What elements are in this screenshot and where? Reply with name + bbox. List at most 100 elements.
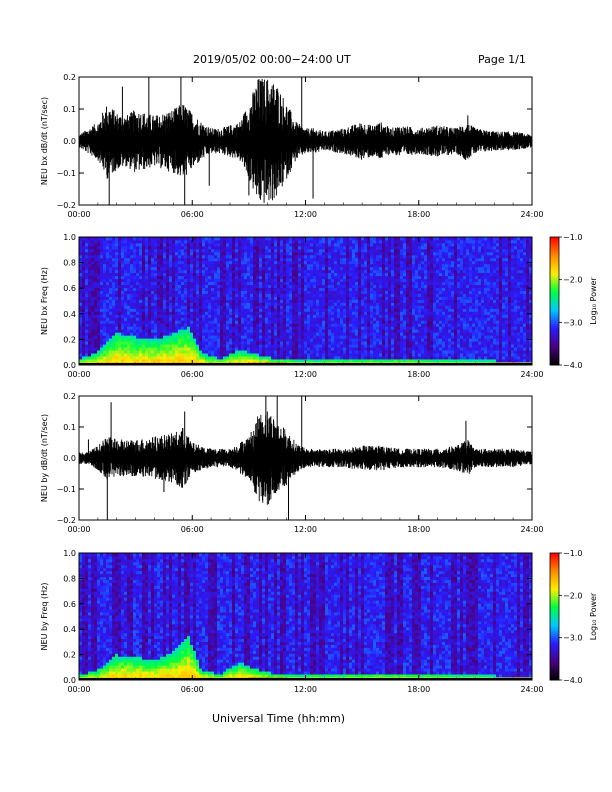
- bx-spec-cell: [88, 329, 92, 333]
- bx-spec-cell: [325, 299, 329, 303]
- bx-spec-cell: [160, 275, 164, 280]
- bx-spec-cell: [121, 311, 125, 315]
- bx-spec-cell: [313, 284, 317, 289]
- bx-spec-cell: [397, 287, 401, 291]
- bx-spec-cell: [148, 299, 152, 303]
- bx-spec-cell: [229, 341, 233, 345]
- bx-spec-cell: [289, 287, 293, 291]
- bx-spec-cell: [313, 260, 317, 265]
- bx-spec-cell: [370, 326, 374, 330]
- bx-spec-cell: [232, 332, 236, 336]
- bx-spec-cell: [286, 329, 290, 333]
- bx-spec-cell: [262, 314, 266, 318]
- bx-spec-cell: [343, 245, 347, 250]
- bx-spec-cell: [412, 266, 416, 271]
- bx-spec-cell: [331, 278, 335, 283]
- bx-spec-cell: [325, 266, 329, 271]
- bx-spec-cell: [328, 347, 332, 351]
- bx-spec-cell: [160, 344, 164, 348]
- bx-spec-cell: [244, 341, 248, 345]
- bx-spec-cell: [415, 287, 419, 291]
- bx-spec-cell: [382, 260, 386, 265]
- bx-spec-cell: [94, 269, 98, 274]
- bx-spec-cell: [124, 356, 128, 360]
- bx-spec-cell: [151, 311, 155, 315]
- bx-spec-cell: [271, 326, 275, 330]
- bx-spec-cell: [112, 248, 116, 253]
- bx-spec-cell: [238, 329, 242, 333]
- bx-spec-cell: [385, 293, 389, 297]
- bx-spec-cell: [376, 308, 380, 312]
- bx-spec-cell: [418, 281, 422, 286]
- bx-spec-cell: [265, 263, 269, 268]
- bx-spec-cell: [283, 302, 287, 306]
- bx-spec-cell: [391, 329, 395, 333]
- bx-spec-cell: [247, 338, 251, 342]
- bx-spec-cell: [91, 359, 95, 363]
- bx-spec-cell: [316, 299, 320, 303]
- bx-spec-cell: [418, 290, 422, 294]
- bx-spec-cell: [382, 314, 386, 318]
- bx-spec-cell: [229, 335, 233, 339]
- bx-spec-cell: [373, 296, 377, 300]
- bx-spec-cell: [172, 308, 176, 312]
- bx-spec-cell: [136, 359, 140, 363]
- bx-spec-cell: [391, 299, 395, 303]
- bx-spec-cell: [334, 323, 338, 327]
- bx-spec-cell: [265, 308, 269, 312]
- bx-spec-cell: [106, 359, 110, 363]
- bx-spec-cell: [391, 254, 395, 259]
- bx-spec-cell: [166, 350, 170, 354]
- bx-spec-cell: [97, 302, 101, 306]
- bx-spec-cell: [307, 269, 311, 274]
- bx-spec-cell: [115, 359, 119, 363]
- bx-spec-cell: [175, 338, 179, 342]
- bx-spec-cell: [412, 329, 416, 333]
- bx-spec-cell: [85, 284, 89, 289]
- bx-spec-cell: [160, 260, 164, 265]
- bx-spec-cell: [184, 332, 188, 336]
- bx-spec-cell: [364, 278, 368, 283]
- bx-spec-cell: [409, 263, 413, 268]
- bx-spec-cell: [136, 356, 140, 360]
- bx-spec-cell: [79, 308, 83, 312]
- bx-spec-cell: [145, 278, 149, 283]
- bx-spec-cell: [364, 344, 368, 348]
- bx-spec-cell: [160, 326, 164, 330]
- bx-spec-cell: [277, 341, 281, 345]
- bx-spec-cell: [148, 347, 152, 351]
- bx-spec-cell: [310, 248, 314, 253]
- bx-spec-cell: [112, 287, 116, 291]
- bx-spec-cell: [331, 347, 335, 351]
- bx-spec-cell: [88, 269, 92, 274]
- bx-spec-cell: [151, 293, 155, 297]
- bx-spec-cell: [133, 356, 137, 360]
- bx-spec-cell: [418, 335, 422, 339]
- bx-spec-cell: [286, 269, 290, 274]
- bx-spec-cell: [322, 278, 326, 283]
- bx-spec-cell: [304, 296, 308, 300]
- bx-spec-cell: [79, 314, 83, 318]
- bx-spec-cell: [247, 347, 251, 351]
- bx-spec-cell: [229, 251, 233, 256]
- bx-spec-cell: [184, 239, 188, 244]
- bx-spec-cell: [361, 338, 365, 342]
- bx-spec-cell: [130, 326, 134, 330]
- bx-spec-cell: [241, 347, 245, 351]
- bx-spec-cell: [286, 305, 290, 309]
- bx-spec-cell: [385, 338, 389, 342]
- bx-spec-cell: [91, 254, 95, 259]
- bx-spec-cell: [154, 287, 158, 291]
- bx-spec-cell: [208, 269, 212, 274]
- bx-spec-cell: [250, 341, 254, 345]
- bx-spec-cell: [205, 314, 209, 318]
- bx-spec-cell: [169, 335, 173, 339]
- bx-spec-cell: [358, 272, 362, 277]
- bx-spec-cell: [298, 263, 302, 268]
- bx-spec-cell: [322, 335, 326, 339]
- bx-spec-cell: [202, 356, 206, 360]
- bx-spec-cell: [328, 296, 332, 300]
- bx-spec-cell: [295, 317, 299, 321]
- bx-spec-cell: [157, 251, 161, 256]
- bx-spec-cell: [406, 242, 410, 247]
